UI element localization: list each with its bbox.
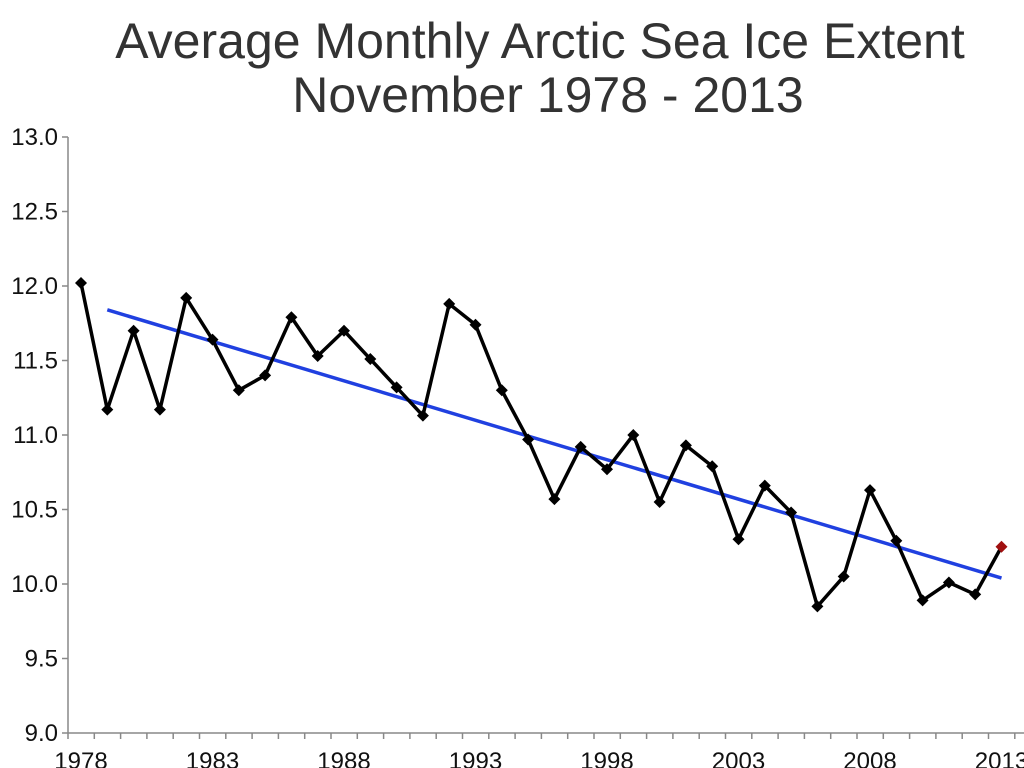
data-point	[758, 479, 771, 492]
series-line	[79, 282, 1004, 609]
y-tick-label: 10.5	[11, 497, 58, 524]
x-tick-label: 1998	[580, 748, 633, 768]
data-point	[653, 496, 666, 509]
data-point	[443, 297, 456, 310]
data-point	[679, 439, 692, 452]
data-point	[75, 277, 87, 290]
data-point	[785, 506, 798, 519]
x-tick-label: 1988	[317, 748, 370, 768]
y-tick-label: 11.5	[13, 348, 58, 375]
data-point	[469, 318, 482, 331]
x-tick-label: 2003	[712, 748, 765, 768]
data-point	[995, 540, 1008, 553]
x-tick-label: 1993	[449, 748, 502, 768]
data-point	[890, 534, 903, 547]
data-point	[837, 570, 850, 583]
data-point	[706, 460, 719, 473]
data-point	[311, 350, 324, 363]
data-point	[864, 484, 876, 497]
data-point	[522, 433, 535, 446]
data-point	[811, 600, 824, 613]
data-point	[259, 369, 272, 382]
data-point	[416, 409, 429, 422]
data-point	[627, 429, 640, 441]
data-point	[206, 333, 219, 346]
x-tick-label: 1983	[186, 748, 239, 768]
data-point	[364, 353, 377, 366]
x-tick-label: 1978	[54, 748, 107, 768]
y-tick-label: 9.0	[25, 720, 58, 747]
data-point	[232, 384, 245, 397]
x-tick-label: 2013	[975, 748, 1024, 768]
data-point	[285, 311, 298, 324]
data-point	[338, 324, 350, 337]
data-point	[969, 588, 982, 601]
x-tick-label: 2008	[843, 748, 896, 768]
data-point	[601, 463, 613, 476]
data-point	[495, 384, 508, 397]
y-tick-label: 10.0	[11, 571, 58, 598]
data-point	[548, 493, 561, 506]
data-point	[390, 381, 403, 394]
y-tick-label: 11.0	[13, 422, 58, 449]
data-point	[732, 533, 745, 546]
data-point	[153, 403, 166, 416]
data-point	[916, 594, 929, 607]
data-point	[574, 440, 587, 453]
chart-title: Average Monthly Arctic Sea Ice Extent	[115, 13, 965, 69]
y-tick-label: 9.5	[25, 646, 58, 673]
y-tick-label: 13.0	[11, 124, 58, 151]
data-point	[101, 403, 114, 416]
data-point	[180, 291, 193, 304]
data-point	[942, 576, 955, 589]
y-tick-label: 12.0	[11, 273, 58, 300]
trend-line	[106, 308, 1003, 580]
data-point	[127, 324, 140, 337]
chart-subtitle: November 1978 - 2013	[292, 67, 803, 123]
y-tick-label: 12.5	[11, 199, 58, 226]
